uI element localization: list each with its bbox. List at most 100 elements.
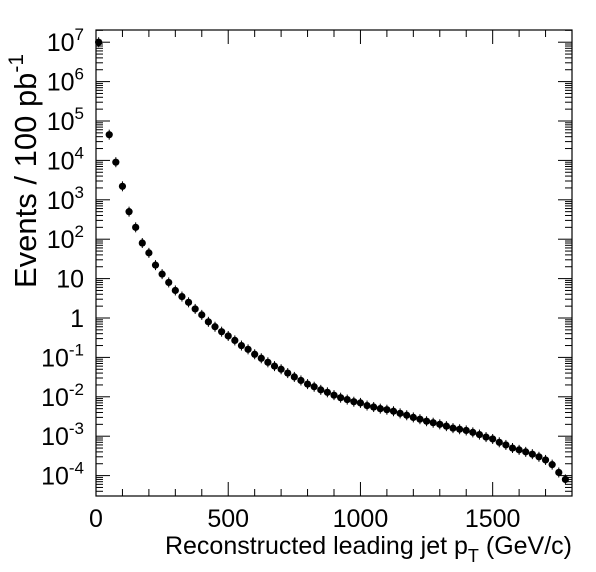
data-point — [442, 422, 450, 430]
y-tick-label: 1 — [70, 305, 84, 333]
x-tick-label: 0 — [89, 505, 103, 533]
x-axis-title: Reconstructed leading jet pT (GeV/c) — [165, 532, 572, 566]
data-point — [158, 270, 166, 278]
y-tick-label: 103 — [47, 183, 84, 215]
y-tick-label-exponent: 7 — [75, 25, 84, 44]
y-tick-label-base: 10 — [41, 344, 69, 372]
data-point — [112, 158, 120, 166]
y-tick-label-exponent: -4 — [69, 459, 84, 478]
y-tick-label-base: 10 — [41, 423, 69, 451]
y-tick-label: 10 — [56, 266, 84, 294]
data-point — [522, 448, 530, 456]
y-tick-label-base: 10 — [41, 384, 69, 412]
y-tick-label-exponent: 3 — [75, 183, 84, 202]
data-point — [429, 419, 437, 427]
y-axis-title: Events / 100 pb-1 — [5, 54, 43, 288]
data-point — [323, 388, 331, 396]
x-tick-label: 1000 — [333, 505, 389, 533]
data-point — [370, 403, 378, 411]
data-point — [231, 336, 239, 345]
data-point — [422, 417, 431, 425]
data-point — [396, 409, 404, 417]
y-tick-label: 10-2 — [41, 380, 84, 412]
data-point — [165, 278, 173, 287]
data-point — [416, 415, 424, 423]
data-point — [330, 391, 338, 399]
data-point — [469, 428, 477, 436]
data-point — [515, 446, 523, 454]
data-point — [363, 401, 371, 410]
data-point — [508, 444, 517, 452]
y-tick-label-base: 10 — [47, 29, 75, 57]
data-point — [132, 223, 140, 231]
data-point — [284, 369, 292, 377]
y-tick-label-exponent: 6 — [75, 65, 84, 84]
data-point — [343, 395, 351, 404]
data-point — [462, 426, 470, 435]
y-tick-label-exponent: 4 — [75, 143, 84, 162]
y-tick-label-base: 10 — [41, 463, 69, 491]
data-point — [376, 405, 384, 413]
data-point — [528, 450, 536, 458]
data-point — [502, 441, 510, 449]
data-point — [105, 131, 113, 139]
data-point — [535, 453, 543, 461]
data-point — [125, 208, 133, 216]
data-point — [403, 411, 411, 419]
y-tick-label: 104 — [47, 143, 84, 175]
data-point — [264, 358, 272, 366]
data-point — [303, 380, 312, 388]
data-point — [310, 383, 318, 391]
y-tick-label: 106 — [47, 65, 84, 97]
data-series — [95, 37, 569, 485]
data-point — [198, 311, 206, 319]
data-point — [297, 376, 305, 385]
data-point — [383, 406, 391, 414]
data-point — [178, 292, 186, 301]
y-tick-label-base: 10 — [47, 147, 75, 175]
data-point — [555, 468, 563, 477]
data-point — [171, 286, 179, 295]
y-tick-label-base: 10 — [47, 69, 75, 97]
y-tick-label-exponent: -1 — [69, 340, 84, 359]
data-point — [290, 373, 298, 381]
x-axis-title-main: Reconstructed leading jet p — [165, 532, 468, 560]
data-point — [211, 323, 219, 331]
x-tick-label: 500 — [207, 505, 249, 533]
data-point — [145, 249, 153, 257]
data-point — [456, 425, 464, 433]
data-point — [561, 475, 569, 484]
data-point — [337, 394, 345, 402]
y-tick-label-base: 1 — [70, 305, 84, 333]
y-tick-label: 105 — [47, 104, 84, 136]
plot-frame — [95, 29, 573, 497]
data-point — [237, 341, 246, 350]
data-point — [184, 298, 193, 306]
data-point — [277, 365, 285, 373]
data-point — [548, 461, 556, 469]
data-point — [151, 261, 160, 269]
y-tick-label: 10-3 — [41, 419, 84, 451]
y-tick-label-exponent: 5 — [75, 104, 84, 123]
x-axis-title-sub: T — [468, 546, 479, 566]
y-tick-label-base: 10 — [56, 266, 84, 294]
data-point — [475, 430, 484, 439]
x-axis-title-units: (GeV/c) — [479, 532, 572, 560]
y-tick-label: 107 — [47, 25, 84, 57]
data-point — [389, 407, 398, 415]
data-point — [482, 433, 490, 441]
data-point — [495, 438, 503, 446]
data-point — [257, 354, 265, 362]
y-axis-title-main: Events / 100 pb — [8, 73, 43, 288]
y-tick-label: 10-4 — [41, 459, 84, 491]
data-point — [270, 362, 279, 370]
data-point — [218, 328, 226, 336]
data-point — [541, 456, 550, 464]
y-axis-title-sup: -1 — [5, 54, 28, 73]
x-axis: 0 500 1000 1500 — [89, 30, 573, 533]
data-point — [95, 38, 103, 46]
data-point — [449, 424, 457, 432]
data-point — [244, 345, 252, 353]
